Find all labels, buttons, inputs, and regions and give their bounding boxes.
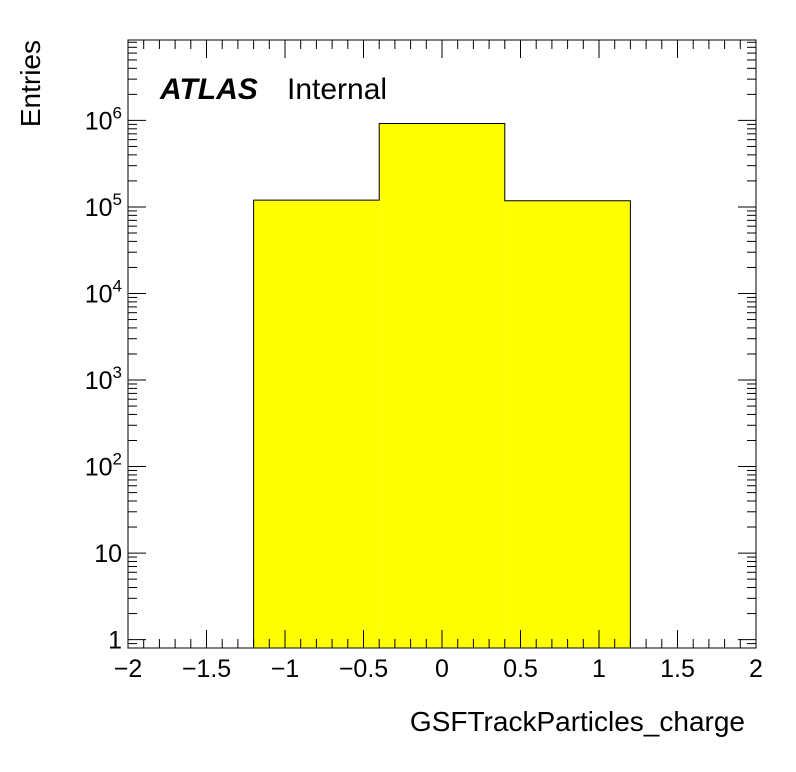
- x-tick-label: 1: [592, 655, 606, 683]
- y-tick-label: 102: [85, 450, 122, 482]
- x-tick-label: −2: [114, 655, 143, 683]
- x-tick-label: −0.5: [339, 655, 388, 683]
- atlas-label: ATLAS: [159, 73, 258, 106]
- y-tick-labels: 1 10 102 103 104 105 106: [85, 103, 122, 654]
- atlas-status-label: Internal: [287, 73, 387, 106]
- y-tick-label: 106: [85, 103, 122, 135]
- histogram-bars: [253, 123, 631, 648]
- x-axis-title: GSFTrackParticles_charge: [410, 706, 745, 737]
- x-tick-label: 0: [435, 655, 449, 683]
- x-tick-label: 0.5: [503, 655, 538, 683]
- histogram-bin-2: [504, 200, 631, 648]
- y-tick-label: 105: [85, 190, 122, 222]
- y-tick-label: 10: [94, 540, 122, 568]
- y-tick-label: 1: [108, 627, 122, 655]
- histogram-outline: [253, 123, 631, 648]
- x-tick-labels: −2 −1.5 −1 −0.5 0 0.5 1 1.5 2: [114, 655, 763, 683]
- x-tick-label: 1.5: [660, 655, 695, 683]
- x-tick-label: 2: [749, 655, 763, 683]
- x-tick-label: −1: [271, 655, 300, 683]
- y-tick-label: 103: [85, 363, 122, 395]
- histogram-bin-0: [253, 200, 380, 648]
- y-tick-label: 104: [85, 276, 122, 308]
- x-tick-label: −1.5: [182, 655, 231, 683]
- axis-ticks: [127, 40, 757, 649]
- histogram-bin-1: [379, 123, 505, 648]
- y-axis-title: Entries: [15, 40, 46, 127]
